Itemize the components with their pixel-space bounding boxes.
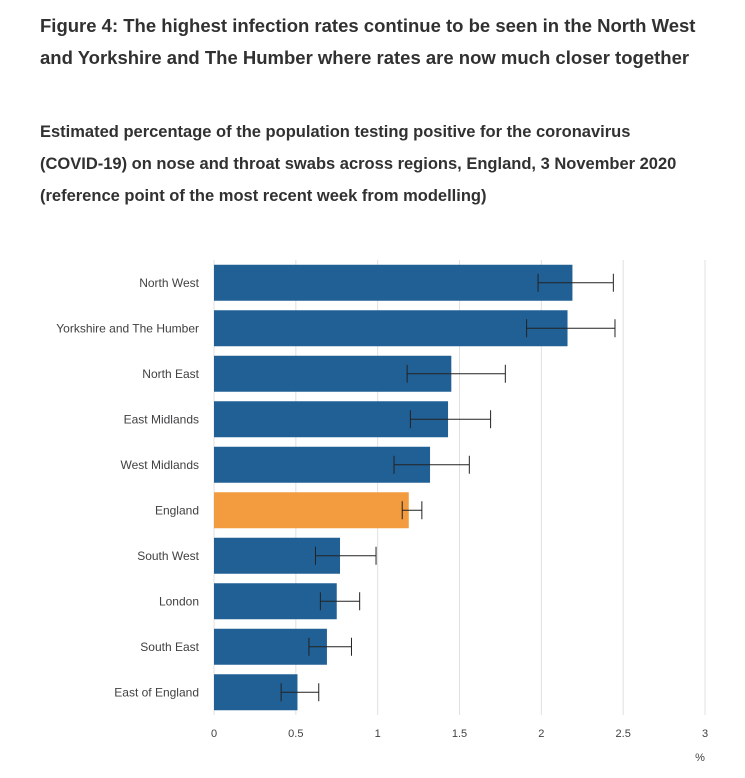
bar: [214, 310, 568, 347]
category-label: West Midlands: [121, 458, 199, 472]
category-label: North East: [142, 367, 199, 381]
error-bars: [280, 273, 616, 702]
x-tick-label: 3: [702, 728, 708, 740]
category-label: South West: [137, 549, 199, 563]
category-label: East of England: [114, 685, 199, 699]
x-tick-label: 2: [538, 728, 544, 740]
bar: [214, 401, 449, 438]
category-label: South East: [140, 640, 199, 654]
figure-subtitle: Estimated percentage of the population t…: [40, 123, 677, 205]
bars: [214, 264, 573, 711]
bar-chart: North West Yorkshire and The Humber North …: [56, 260, 708, 764]
x-tick-label: 1.5: [452, 728, 467, 740]
category-label: England: [155, 503, 199, 517]
x-axis-ticks: 0 0.5 1 1.5 2 2.5 3: [211, 728, 708, 740]
bar: [214, 628, 327, 665]
bar: [214, 492, 409, 529]
x-tick-label: 2.5: [616, 728, 631, 740]
bar: [214, 583, 337, 620]
category-label: London: [159, 594, 199, 608]
figure-title: Figure 4: The highest infection rates co…: [40, 15, 696, 68]
category-label: Yorkshire and The Humber: [56, 321, 199, 335]
x-tick-label: 0.5: [288, 728, 303, 740]
x-tick-label: 1: [375, 728, 381, 740]
category-labels: North West Yorkshire and The Humber North …: [56, 276, 199, 700]
x-axis-label: %: [695, 752, 705, 764]
category-label: East Midlands: [124, 412, 199, 426]
x-tick-label: 0: [211, 728, 217, 740]
bar: [214, 264, 573, 301]
category-label: North West: [139, 276, 199, 290]
